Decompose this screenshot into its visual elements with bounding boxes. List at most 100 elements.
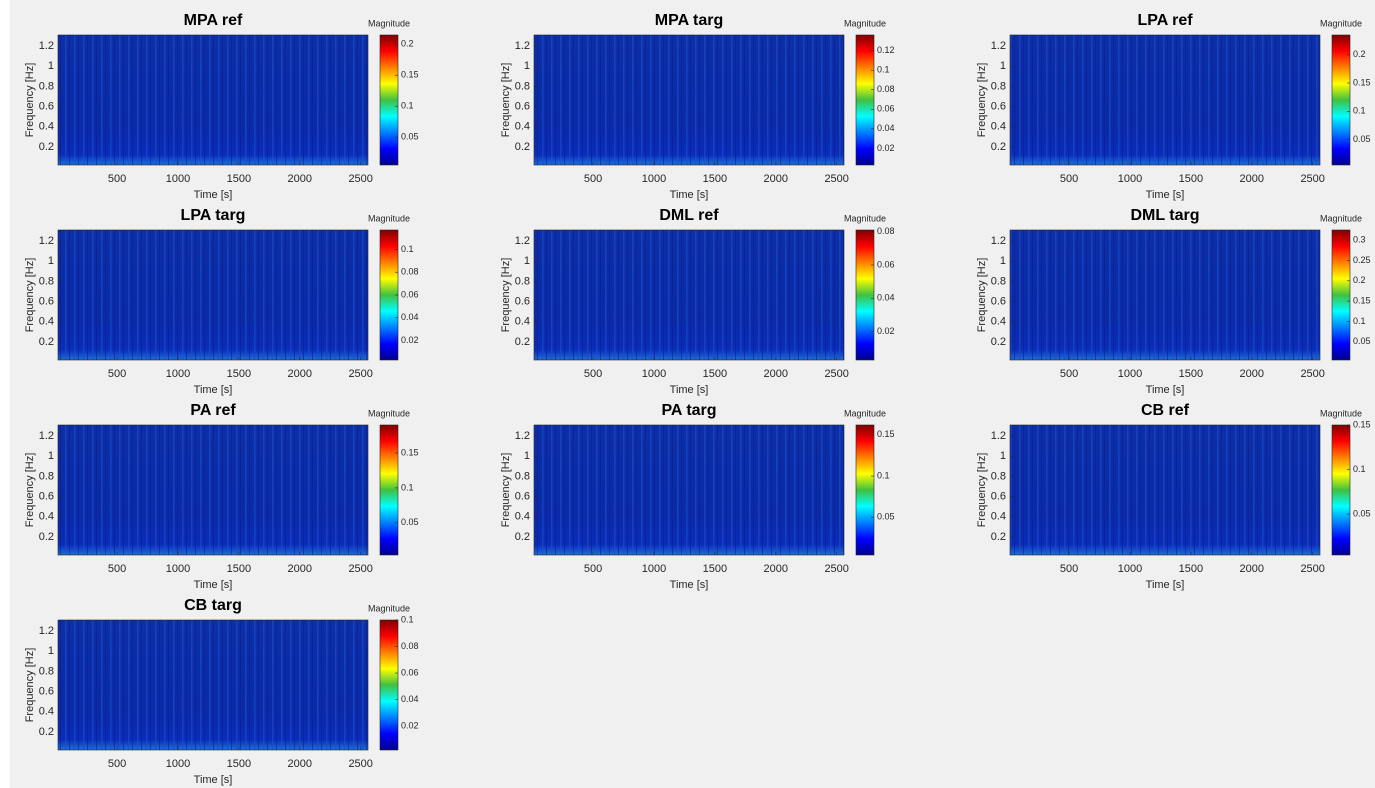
- colorbar-tick-label: 0.15: [1353, 77, 1371, 87]
- y-tick-label: 1.2: [515, 430, 530, 442]
- colorbar: [1332, 425, 1350, 555]
- colorbar: [380, 425, 398, 555]
- y-axis-label: Frequency [Hz]: [24, 258, 36, 333]
- y-tick-label: 0.2: [515, 336, 530, 348]
- y-axis-label: Frequency [Hz]: [24, 453, 36, 528]
- colorbar-tick-label: 0.05: [877, 512, 895, 522]
- colorbar-label: Magnitude: [844, 18, 886, 28]
- y-tick-label: 0.6: [39, 685, 54, 697]
- y-tick-label: 0.8: [991, 470, 1006, 482]
- colorbar-tick-label: 0.05: [1353, 508, 1371, 518]
- colorbar-tick-label: 0.25: [1353, 255, 1371, 265]
- x-tick-label: 1500: [1179, 173, 1203, 185]
- colorbar-tick-label: 0.08: [877, 84, 895, 94]
- y-tick-label: 0.6: [515, 100, 530, 112]
- colorbar-tick-label: 0.04: [401, 312, 419, 322]
- colorbar-tick-label: 0.1: [1353, 316, 1366, 326]
- y-tick-label: 0.2: [39, 726, 54, 738]
- colorbar-tick-label: 0.3: [1353, 235, 1366, 245]
- colorbar: [380, 35, 398, 165]
- colorbar-tick-label: 0.15: [1353, 419, 1371, 429]
- x-tick-label: 1000: [642, 563, 666, 575]
- scalogram-texture: [58, 620, 368, 750]
- colorbar-tick-label: 0.04: [877, 293, 895, 303]
- y-tick-label: 1: [1000, 60, 1006, 72]
- scalogram-texture: [1010, 35, 1320, 165]
- x-tick-label: 2500: [348, 368, 372, 380]
- y-tick-label: 0.8: [39, 665, 54, 677]
- panel-title: PA targ: [661, 402, 716, 419]
- y-tick-label: 0.4: [991, 121, 1006, 133]
- panel-title: PA ref: [190, 402, 236, 419]
- x-tick-label: 2000: [288, 758, 312, 770]
- y-tick-label: 0.2: [991, 336, 1006, 348]
- x-tick-label: 1500: [227, 758, 251, 770]
- y-tick-label: 0.6: [39, 100, 54, 112]
- colorbar-tick-label: 0.02: [401, 335, 419, 345]
- y-tick-label: 0.6: [39, 295, 54, 307]
- x-tick-label: 1500: [227, 563, 251, 575]
- x-axis-label: Time [s]: [1146, 579, 1185, 591]
- y-tick-label: 1.2: [991, 40, 1006, 52]
- colorbar-label: Magnitude: [368, 18, 410, 28]
- y-tick-label: 0.8: [39, 275, 54, 287]
- colorbar-label: Magnitude: [844, 408, 886, 418]
- x-tick-label: 2000: [288, 368, 312, 380]
- colorbar-tick-label: 0.05: [1353, 336, 1371, 346]
- x-tick-label: 500: [1060, 368, 1078, 380]
- panel-title: LPA targ: [181, 207, 246, 224]
- y-axis-label: Frequency [Hz]: [500, 258, 512, 333]
- y-tick-label: 1.2: [515, 235, 530, 247]
- x-tick-label: 500: [108, 368, 126, 380]
- y-tick-label: 0.6: [991, 490, 1006, 502]
- scalogram-texture: [1010, 425, 1320, 555]
- y-tick-label: 1: [1000, 255, 1006, 267]
- colorbar-tick-label: 0.1: [877, 65, 890, 75]
- x-tick-label: 2000: [1240, 173, 1264, 185]
- y-tick-label: 0.4: [991, 511, 1006, 523]
- y-tick-label: 0.8: [515, 275, 530, 287]
- y-tick-label: 0.2: [991, 141, 1006, 153]
- x-tick-label: 2500: [1300, 368, 1324, 380]
- x-tick-label: 1500: [703, 368, 727, 380]
- x-tick-label: 500: [584, 563, 602, 575]
- y-tick-label: 1: [48, 60, 54, 72]
- x-tick-label: 1000: [642, 368, 666, 380]
- y-tick-label: 0.6: [39, 490, 54, 502]
- y-tick-label: 0.8: [39, 80, 54, 92]
- y-tick-label: 1: [524, 450, 530, 462]
- colorbar: [856, 425, 874, 555]
- x-tick-label: 2000: [288, 173, 312, 185]
- x-axis-label: Time [s]: [1146, 189, 1185, 201]
- panel-title: CB ref: [1141, 402, 1190, 419]
- y-tick-label: 0.6: [991, 295, 1006, 307]
- colorbar-tick-label: 0.04: [877, 123, 895, 133]
- x-axis-label: Time [s]: [194, 579, 233, 591]
- y-tick-label: 1: [524, 255, 530, 267]
- y-tick-label: 1.2: [39, 40, 54, 52]
- colorbar-tick-label: 0.08: [877, 226, 895, 236]
- colorbar-tick-label: 0.1: [401, 101, 414, 111]
- colorbar: [856, 230, 874, 360]
- colorbar: [856, 35, 874, 165]
- scalogram-texture: [58, 425, 368, 555]
- panel-title: DML ref: [659, 207, 719, 224]
- y-tick-label: 0.2: [39, 531, 54, 543]
- x-tick-label: 2500: [824, 368, 848, 380]
- x-tick-label: 1000: [166, 563, 190, 575]
- x-axis-label: Time [s]: [670, 384, 709, 396]
- x-tick-label: 1000: [642, 173, 666, 185]
- y-tick-label: 1.2: [39, 235, 54, 247]
- colorbar-tick-label: 0.1: [1353, 464, 1366, 474]
- colorbar-tick-label: 0.2: [401, 39, 414, 49]
- figure: MPA ref50010001500200025000.20.40.60.811…: [0, 0, 1375, 788]
- scalogram-texture: [1010, 230, 1320, 360]
- x-tick-label: 2000: [764, 173, 788, 185]
- colorbar-tick-label: 0.15: [877, 429, 895, 439]
- colorbar-label: Magnitude: [368, 213, 410, 223]
- x-tick-label: 500: [1060, 563, 1078, 575]
- colorbar-tick-label: 0.08: [401, 267, 419, 277]
- x-tick-label: 2000: [1240, 563, 1264, 575]
- y-tick-label: 1.2: [39, 625, 54, 637]
- colorbar-tick-label: 0.1: [401, 482, 414, 492]
